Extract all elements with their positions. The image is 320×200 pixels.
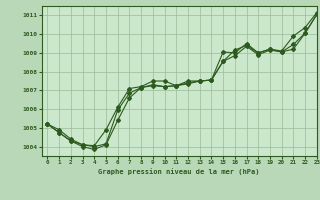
- X-axis label: Graphe pression niveau de la mer (hPa): Graphe pression niveau de la mer (hPa): [99, 168, 260, 175]
